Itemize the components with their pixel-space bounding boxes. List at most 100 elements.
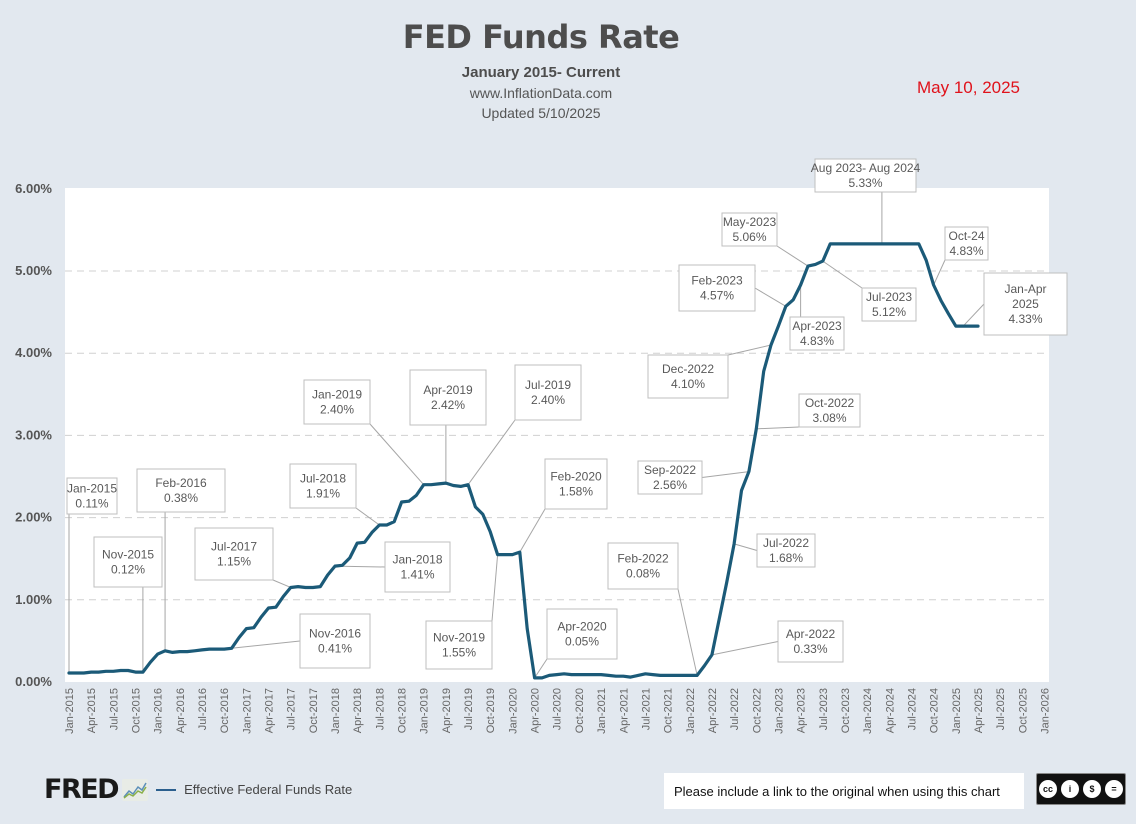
date-stamp: May 10, 2025 [917,78,1021,97]
x-tick-label: Oct-2020 [574,688,586,733]
annotation-box [777,620,844,663]
x-tick-label: Apr-2018 [352,688,364,733]
chart-subtitle: January 2015- Current [461,64,621,81]
x-tick-label: Jan-2024 [862,688,874,734]
by-icon: i [1061,780,1079,798]
annotation-value: 5.06% [732,230,766,244]
y-tick-label: 1.00% [15,592,52,607]
annotation-value: 4.33% [1008,312,1042,326]
y-tick-label: 2.00% [15,510,52,525]
x-tick-label: Apr-2021 [618,688,630,733]
annotation-label: Jul-2019 [525,378,571,392]
x-tick-label: Apr-2020 [530,688,542,733]
x-tick-label: Jan-2018 [330,688,342,734]
annotation-leaders [68,192,985,679]
annotation-value: 0.38% [164,491,198,505]
annotation-leader [933,259,946,286]
x-tick-label: Jul-2022 [729,688,741,730]
x-tick-label: Jul-2017 [286,688,298,730]
legend-swatch [156,788,177,791]
annotation-box [194,527,274,581]
annotation: Oct-244.83% [944,226,989,261]
cc-icon: cc [1039,780,1057,798]
attribution-notice: Please include a link to the original wh… [664,773,1024,809]
x-tick-label: Jul-2015 [108,688,120,730]
annotation-value: 0.12% [111,563,145,577]
x-tick-label: Jan-2019 [419,688,431,734]
annotation-label: Feb-2022 [617,552,669,566]
annotation-box [289,463,357,509]
annotation-leader [711,641,779,656]
x-tick-label: Jul-2024 [906,688,918,730]
annotation-box [514,364,582,421]
annotation-value: 1.41% [400,568,434,582]
annotation-label: Jan-Apr [1004,282,1046,296]
annotation-leader [467,419,516,486]
nc-icon: $ [1083,780,1101,798]
annotation-leader [701,471,749,478]
annotation-leader [231,640,301,649]
annotation-label: Feb-2023 [691,274,743,288]
y-tick-label: 5.00% [15,263,52,278]
annotation-value: 1.91% [306,487,340,501]
annotation-value: 2.42% [431,398,465,412]
annotation-label: 2025 [1012,297,1039,311]
updated-date: Updated 5/10/2025 [481,105,601,121]
x-tick-label: Oct-2024 [929,688,941,733]
x-tick-label: Oct-2025 [1017,688,1029,733]
annotation-box [384,541,451,593]
annotation-label: May-2023 [723,215,777,229]
annotation-label: Feb-2016 [155,476,207,490]
legend-label: Effective Federal Funds Rate [184,782,353,797]
annotation-leader [519,508,546,553]
annotation-value: 5.33% [848,176,882,190]
x-tick-label: Jul-2025 [995,688,1007,730]
annotation-box [637,460,703,495]
annotation-label: Jul-2018 [300,472,346,486]
annotation-leader [369,423,425,486]
annotation-box [66,477,118,515]
chart-svg: 0.00% 1.00% 2.00% 3.00% 4.00% 5.00% 6.00% Jan-… [15,158,1068,734]
x-tick-label: Apr-2017 [264,688,276,733]
creative-commons-by-nc-nd-icon: cc i $ = [1036,773,1126,805]
annotation-value: 2.40% [320,403,354,417]
annotation-value: 4.57% [700,289,734,303]
x-tick-label: Oct-2016 [219,688,231,733]
x-tick-label: Oct-2023 [840,688,852,733]
annotation-leader [727,344,772,356]
annotation-label: Jan-2015 [67,482,117,496]
annotation-value: 2.56% [653,478,687,492]
x-tick-label: Apr-2023 [796,688,808,733]
x-tick-label: Apr-2016 [175,688,187,733]
y-tick-label: 0.00% [15,674,52,689]
annotation-box [607,542,679,590]
x-tick-label: Oct-2019 [485,688,497,733]
annotation-box [136,468,226,513]
annotation-value: 0.11% [75,497,108,511]
annotation-leader [355,507,380,526]
annotation-box [678,264,756,312]
annotation-value: 1.15% [217,555,251,569]
x-tick-label: Apr-2015 [86,688,98,733]
annotation-label: Aug 2023- Aug 2024 [811,161,921,175]
annotation-box [647,354,729,399]
annotation-label: Apr-2020 [557,620,607,634]
annotation-leader [733,543,758,551]
annotation-value: 1.55% [442,646,476,660]
annotation-leader [491,554,499,622]
annotation-leader [754,287,787,307]
